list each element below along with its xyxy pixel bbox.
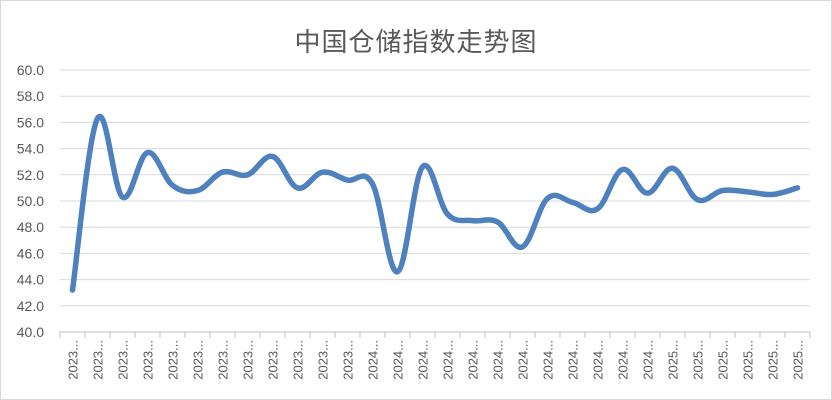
series-group bbox=[69, 113, 801, 293]
x-tick-label: 2024... bbox=[416, 340, 431, 380]
x-tick-label: 2023... bbox=[291, 340, 306, 380]
y-tick-label: 42.0 bbox=[17, 298, 44, 314]
x-tick-label: 2023... bbox=[66, 340, 81, 380]
x-tick-label: 2023... bbox=[116, 340, 131, 380]
y-tick-label: 40.0 bbox=[17, 324, 44, 340]
x-tick-label: 2025... bbox=[666, 340, 681, 380]
chart-title: 中国仓储指数走势图 bbox=[294, 28, 538, 58]
x-tick-label: 2025... bbox=[716, 340, 731, 380]
x-tick-label: 2025... bbox=[741, 340, 756, 380]
x-tick-label: 2024... bbox=[591, 340, 606, 380]
y-tick-label: 44.0 bbox=[17, 272, 44, 288]
x-tick-label: 2023... bbox=[191, 340, 206, 380]
x-tick-label: 2024... bbox=[441, 340, 456, 380]
x-tick-label: 2024... bbox=[491, 340, 506, 380]
x-tick-label: 2023... bbox=[266, 340, 281, 380]
y-tick-label: 46.0 bbox=[17, 245, 44, 261]
x-axis-ticks: 2023... 2023... 2023... 2023... 2023... 2023.… bbox=[66, 340, 806, 380]
x-tick-label: 2023... bbox=[241, 340, 256, 380]
x-tick-label: 2024... bbox=[616, 340, 631, 380]
x-tick-label: 2024... bbox=[391, 340, 406, 380]
y-tick-label: 58.0 bbox=[17, 88, 44, 104]
x-tick-label: 2023... bbox=[341, 340, 356, 380]
x-tick-label: 2025... bbox=[691, 340, 706, 380]
gridlines bbox=[60, 69, 810, 333]
x-tick-label: 2024... bbox=[466, 340, 481, 380]
x-tick-label: 2023... bbox=[141, 340, 156, 380]
y-tick-label: 50.0 bbox=[17, 193, 44, 209]
x-tick-label: 2023... bbox=[91, 340, 106, 380]
y-tick-label: 52.0 bbox=[17, 167, 44, 183]
x-tick-label: 2024... bbox=[366, 340, 381, 380]
x-tick-label: 2025... bbox=[791, 340, 806, 380]
series-line bbox=[69, 113, 801, 293]
x-tick-label: 2023... bbox=[216, 340, 231, 380]
y-tick-label: 56.0 bbox=[17, 114, 44, 130]
y-tick-label: 48.0 bbox=[17, 219, 44, 235]
x-axis bbox=[59, 331, 811, 338]
x-tick-label: 2023... bbox=[316, 340, 331, 380]
x-tick-label: 2024... bbox=[516, 340, 531, 380]
x-tick-label: 2024... bbox=[541, 340, 556, 380]
x-tick-label: 2024... bbox=[566, 340, 581, 380]
x-tick-label: 2023... bbox=[166, 340, 181, 380]
x-tick-label: 2025... bbox=[766, 340, 781, 380]
y-tick-label: 54.0 bbox=[17, 141, 44, 157]
x-tick-label: 2024... bbox=[641, 340, 656, 380]
y-axis-ticks: 40.0 42.0 44.0 46.0 48.0 50.0 52.0 54.0 56.0 58.0… bbox=[17, 62, 44, 340]
y-tick-label: 60.0 bbox=[17, 62, 44, 78]
